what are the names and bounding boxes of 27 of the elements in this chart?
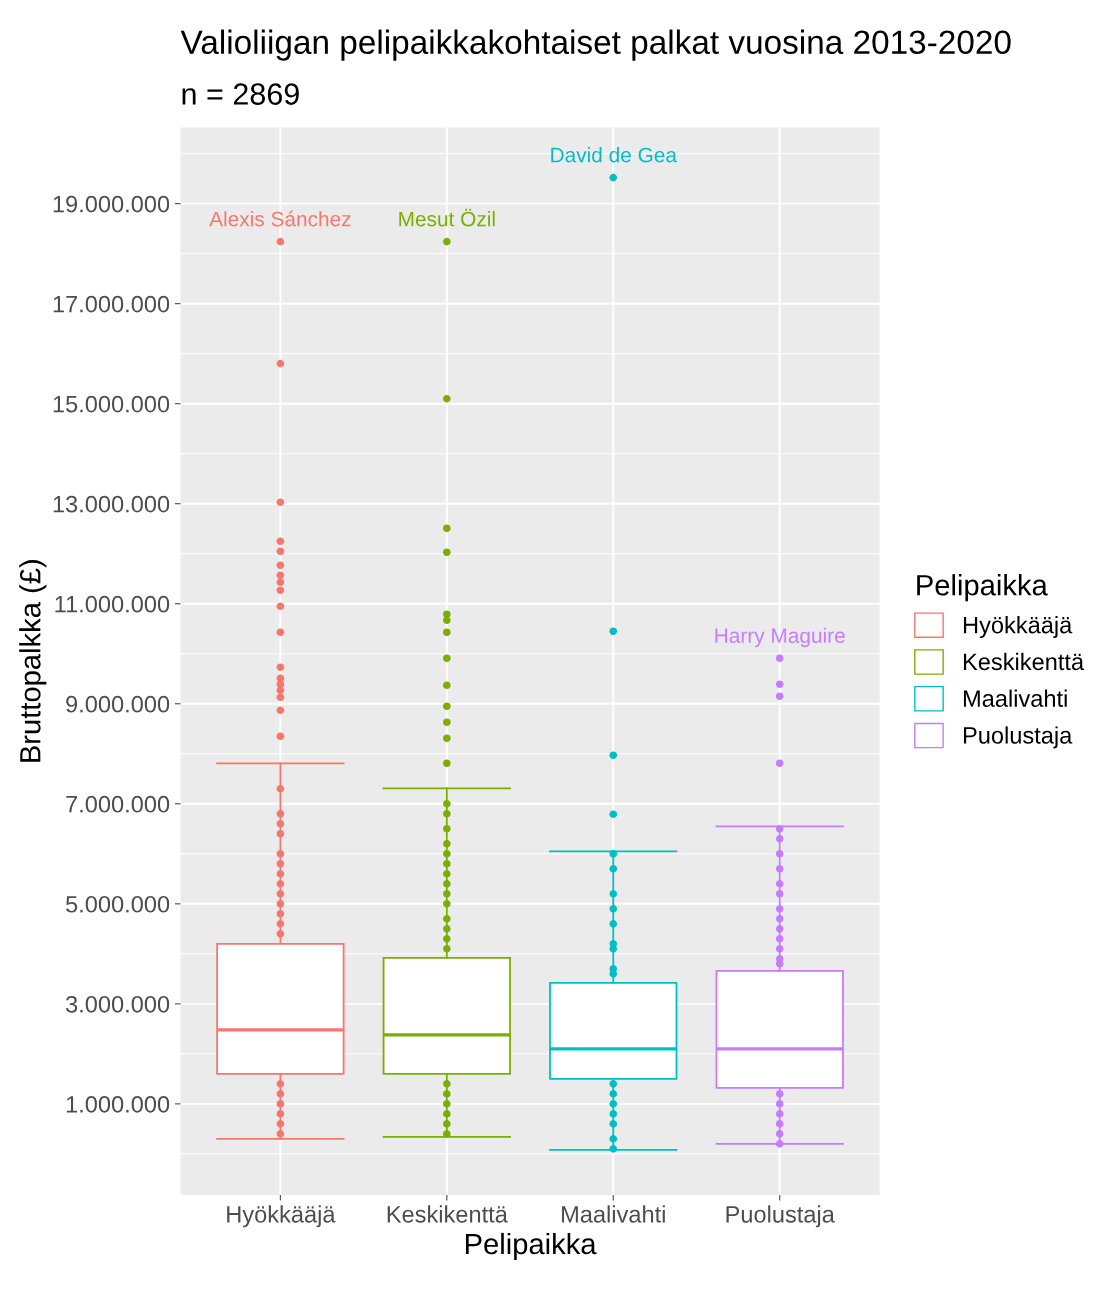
annotation: David de Gea (551, 147, 677, 163)
legend-label: Maalivahti (963, 689, 1067, 707)
y-tick-label: 19.000.000 (53, 195, 170, 213)
annotation: Alexis Sánchez (209, 210, 351, 227)
y-tick-label: 3.000.000 (65, 995, 170, 1013)
annotation: Mesut Özil (399, 208, 495, 227)
x-tick-label: Hyökkääjä (227, 1205, 336, 1228)
y-tick-label: 17.000.000 (53, 295, 170, 313)
x-tick-label: Keskikenttä (387, 1205, 508, 1223)
y-tick-label: 5.000.000 (66, 895, 170, 913)
annotation: Harry Maguire (715, 627, 845, 648)
legend-label: Hyökkääjä (963, 616, 1073, 639)
x-tick-label: Puolustaja (726, 1205, 835, 1228)
y-tick-label: 7.000.000 (66, 795, 170, 813)
y-tick-label: 9.000.000 (66, 695, 170, 713)
x-tick-label: Maalivahti (562, 1205, 665, 1223)
x-axis-title: Pelipaikka (917, 574, 1048, 602)
chart-subtitle: n = 2869 (182, 83, 299, 105)
y-tick-label: 13.000.000 (53, 495, 170, 513)
y-axis-title: Bruttopalkka (£) (19, 560, 47, 762)
legend-label: Keskikenttä (963, 652, 1085, 671)
legend-label: Puolustaja (963, 726, 1073, 749)
chart-title: Valioliigan pelipaikkakohtaiset palkat vuosina 2013-2020 (180, 29, 1011, 61)
legend-title: Pelipaikka (465, 1232, 597, 1261)
y-tick-label: 1.000.000 (66, 1095, 170, 1113)
y-tick-label: 11.000.000 (55, 595, 170, 613)
y-tick-label: 15.000.000 (53, 395, 170, 413)
